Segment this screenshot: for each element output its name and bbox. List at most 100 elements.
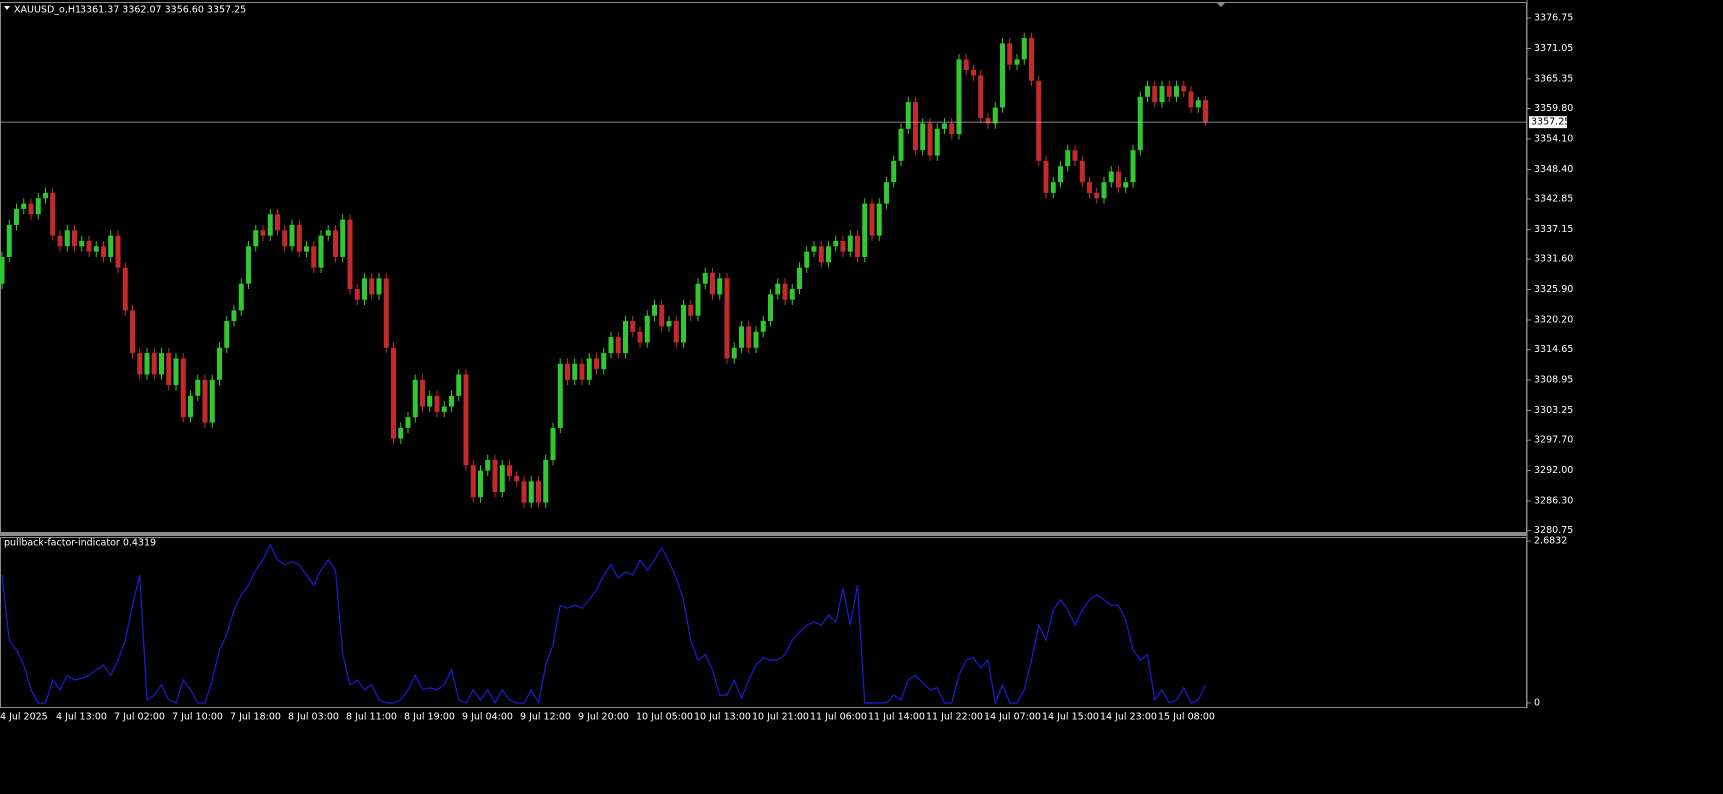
candle-body — [311, 246, 317, 268]
candle-body — [1188, 91, 1194, 108]
candle-body — [159, 353, 164, 375]
candle-body — [21, 203, 27, 209]
candle-body — [93, 246, 99, 252]
candle-body — [130, 310, 135, 354]
candle-body — [166, 353, 172, 386]
candle-body — [1065, 150, 1071, 167]
x-tick-label: 14 Jul 23:00 — [1100, 712, 1157, 723]
candle-body — [1079, 160, 1085, 183]
indicator-panel-frame — [0, 537, 1527, 708]
x-tick-label: 8 Jul 11:00 — [346, 712, 397, 723]
x-tick-label: 10 Jul 13:00 — [694, 712, 751, 723]
candle-body — [1152, 86, 1158, 103]
candle-body — [840, 240, 846, 252]
candle-body — [485, 459, 491, 471]
candle-body — [586, 358, 592, 380]
candle-body — [992, 107, 998, 124]
candle-body — [1166, 86, 1172, 97]
candle-body — [347, 219, 353, 290]
candle-body — [434, 395, 440, 412]
x-tick-label: 10 Jul 21:00 — [752, 712, 809, 723]
candle-body — [499, 465, 505, 492]
candle-body — [615, 337, 621, 354]
candle-body — [884, 182, 889, 204]
x-tick-label: 9 Jul 20:00 — [578, 712, 629, 723]
y-tick-label: 3308.95 — [1534, 375, 1573, 386]
candle-body — [6, 224, 12, 257]
candle-body — [760, 321, 766, 332]
candle-body — [0, 256, 5, 284]
y-tick-label: 3342.85 — [1534, 194, 1573, 205]
candle-body — [557, 363, 563, 428]
y-tick-label: 3292.00 — [1534, 465, 1573, 476]
x-tick-label: 7 Jul 10:00 — [172, 712, 223, 723]
y-tick-label: 3348.40 — [1534, 164, 1573, 175]
candle-body — [1116, 171, 1121, 188]
candle-body — [1058, 166, 1063, 183]
candle-body — [456, 374, 462, 396]
candle-body — [333, 230, 338, 257]
candle-body — [209, 379, 215, 423]
main-panel-frame — [0, 2, 1527, 533]
candle-body — [449, 395, 454, 407]
candle-body — [847, 235, 853, 252]
candle-body — [173, 358, 179, 386]
candle-body — [195, 379, 201, 396]
candle-body — [72, 230, 77, 247]
candle-body — [441, 406, 447, 412]
candle-body — [1072, 150, 1078, 161]
candle-body — [275, 214, 280, 231]
candle-body — [470, 465, 476, 498]
candle-body — [543, 459, 549, 503]
y-tick-label: 3376.75 — [1534, 13, 1573, 24]
y-tick-label: 3280.75 — [1534, 525, 1573, 536]
y-tick-label: 0 — [1534, 698, 1540, 709]
candle-body — [949, 123, 955, 135]
candle-body — [383, 278, 389, 348]
x-tick-label: 4 Jul 13:00 — [56, 712, 107, 723]
candle-body — [818, 246, 824, 263]
candle-body — [108, 235, 114, 257]
candle-body — [644, 315, 650, 343]
y-tick-label: 3297.70 — [1534, 435, 1573, 446]
candle-body — [731, 347, 737, 359]
candle-body — [637, 331, 643, 343]
x-tick-label: 14 Jul 07:00 — [984, 712, 1041, 723]
candle-body — [862, 203, 868, 257]
candle-body — [1036, 80, 1042, 161]
candle-body — [151, 353, 157, 375]
candle-body — [652, 305, 657, 316]
candle-body — [942, 123, 947, 129]
candle-body — [601, 353, 607, 370]
candle-body — [1007, 43, 1013, 65]
x-tick-label: 8 Jul 19:00 — [404, 712, 455, 723]
candle-body — [180, 358, 186, 418]
x-tick-label: 9 Jul 04:00 — [462, 712, 513, 723]
candle-body — [282, 230, 288, 247]
candle-body — [833, 240, 839, 247]
candle-body — [710, 273, 715, 295]
candle-body — [1145, 86, 1150, 97]
candle-body — [826, 246, 831, 263]
candle-body — [1021, 38, 1027, 60]
candle-body — [1195, 100, 1201, 108]
candle-body — [420, 379, 425, 407]
candle-body — [1174, 86, 1179, 97]
candle-body — [985, 118, 991, 124]
candle-body — [536, 481, 541, 503]
panel-separator — [0, 533, 1527, 536]
candle-body — [376, 278, 382, 295]
candle-body — [855, 235, 860, 257]
candle-body — [427, 395, 433, 407]
candle-body — [217, 347, 222, 380]
candle-body — [891, 160, 897, 183]
chart-shift-marker — [1216, 2, 1226, 7]
candle-body — [412, 379, 418, 418]
candle-body — [927, 123, 933, 156]
candle-body — [869, 203, 875, 236]
candle-body — [565, 363, 570, 380]
candle-body — [811, 246, 817, 252]
y-tick-label: 3320.20 — [1534, 315, 1573, 326]
candle-body — [188, 395, 193, 418]
price-label: 3357.25 — [1531, 117, 1570, 128]
